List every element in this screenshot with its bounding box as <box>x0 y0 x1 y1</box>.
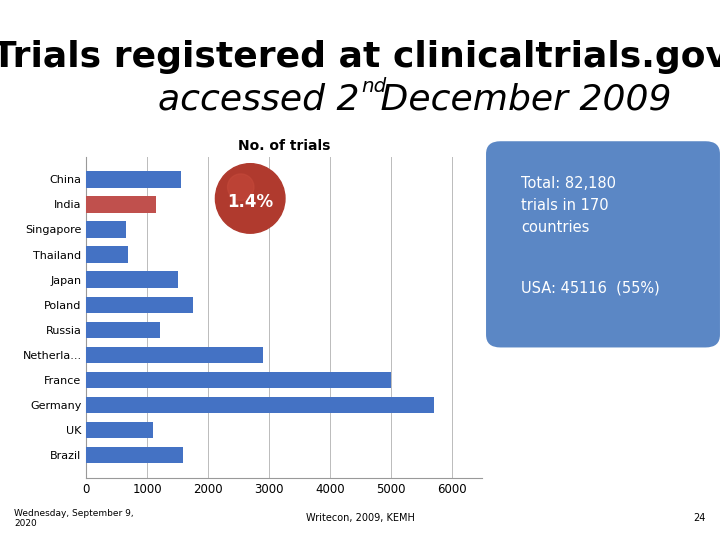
Bar <box>86 221 126 238</box>
Bar <box>86 372 391 388</box>
FancyBboxPatch shape <box>486 141 720 347</box>
Text: accessed 2: accessed 2 <box>158 83 360 117</box>
Bar <box>86 196 156 213</box>
Bar <box>86 347 263 363</box>
Title: No. of trials: No. of trials <box>238 139 330 153</box>
Text: Trials registered at clinicaltrials.gov: Trials registered at clinicaltrials.gov <box>0 40 720 73</box>
Text: 24: 24 <box>693 514 706 523</box>
Text: December 2009: December 2009 <box>369 83 672 117</box>
Bar <box>86 397 433 413</box>
Bar <box>86 422 153 438</box>
Bar <box>86 322 160 338</box>
Bar <box>86 246 128 263</box>
Text: 1.4%: 1.4% <box>227 193 274 211</box>
Circle shape <box>215 164 285 233</box>
Text: Total: 82,180
trials in 170
countries: Total: 82,180 trials in 170 countries <box>521 176 616 235</box>
Text: Writecon, 2009, KEMH: Writecon, 2009, KEMH <box>305 514 415 523</box>
Text: Wednesday, September 9,
2020: Wednesday, September 9, 2020 <box>14 509 134 528</box>
Circle shape <box>228 174 254 200</box>
Text: USA: 45116  (55%): USA: 45116 (55%) <box>521 280 660 295</box>
Bar <box>86 296 193 313</box>
Bar <box>86 447 183 463</box>
Text: nd: nd <box>361 77 387 96</box>
Bar <box>86 171 181 187</box>
Bar <box>86 272 178 288</box>
